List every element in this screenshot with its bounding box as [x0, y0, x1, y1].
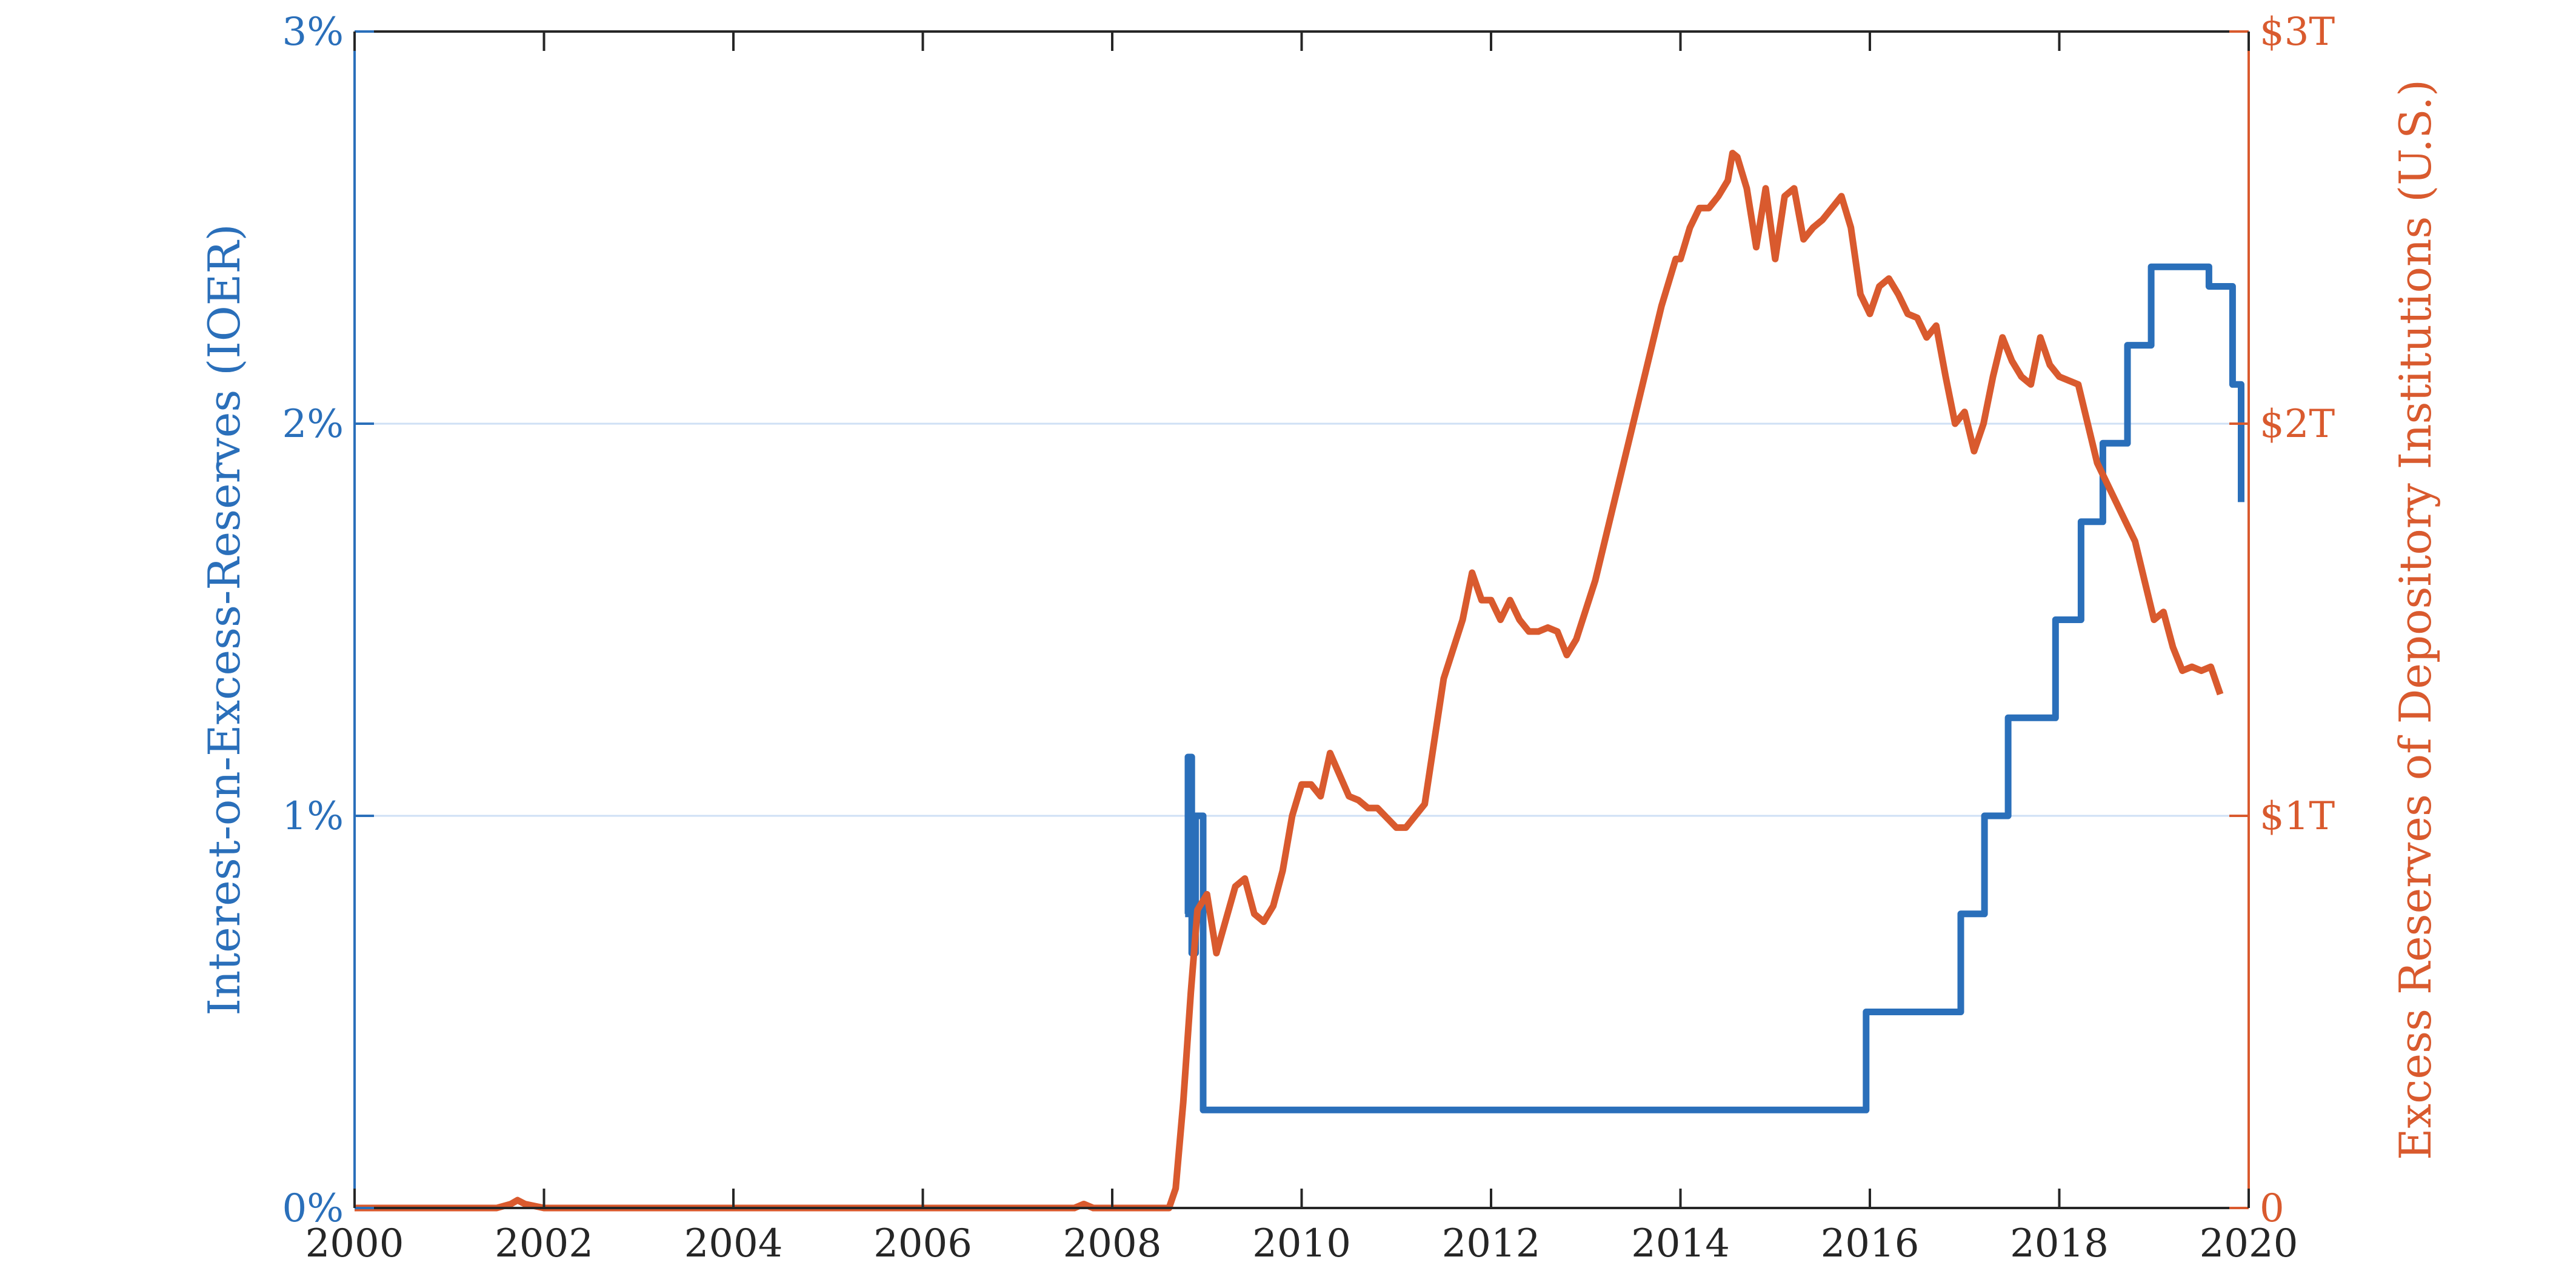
x-tick-label: 2000 [305, 1221, 404, 1266]
series-layer [355, 150, 2244, 1212]
right-y-tick-label: 0 [2260, 1186, 2284, 1231]
right-y-tick-label: $1T [2260, 794, 2335, 839]
axes: 0% 1% 2% 3% 0 $1T $2T $3T 2000 2002 2004 2006 2008 20… [282, 10, 2335, 1266]
left-y-tick-label: 1% [282, 794, 344, 839]
left-y-tick-label: 0% [282, 1186, 344, 1231]
right-y-axis-title: Excess Reserves of Depository Institutio… [2390, 79, 2441, 1160]
x-tick-label: 2018 [2010, 1221, 2109, 1266]
left-y-axis-title: Interest-on-Excess-Reserves (IOER) [199, 224, 250, 1015]
x-tick-label: 2016 [1821, 1221, 1920, 1266]
right-y-tick-label: $3T [2260, 10, 2335, 55]
x-tick-label: 2010 [1252, 1221, 1351, 1266]
reserves-line [355, 150, 2224, 1212]
x-tick-label: 2014 [1631, 1221, 1730, 1266]
x-tick-label: 2020 [2200, 1221, 2298, 1266]
x-tick-label: 2004 [684, 1221, 783, 1266]
x-tick-label: 2008 [1063, 1221, 1162, 1266]
x-tick-label: 2012 [1442, 1221, 1541, 1266]
right-y-tick-label: $2T [2260, 402, 2335, 447]
ioer-line [1184, 263, 2244, 1113]
left-y-tick-label: 2% [282, 402, 344, 447]
grid-lines [355, 422, 2249, 817]
x-tick-label: 2002 [495, 1221, 593, 1266]
left-y-tick-label: 3% [282, 10, 344, 55]
x-tick-label: 2006 [873, 1221, 972, 1266]
